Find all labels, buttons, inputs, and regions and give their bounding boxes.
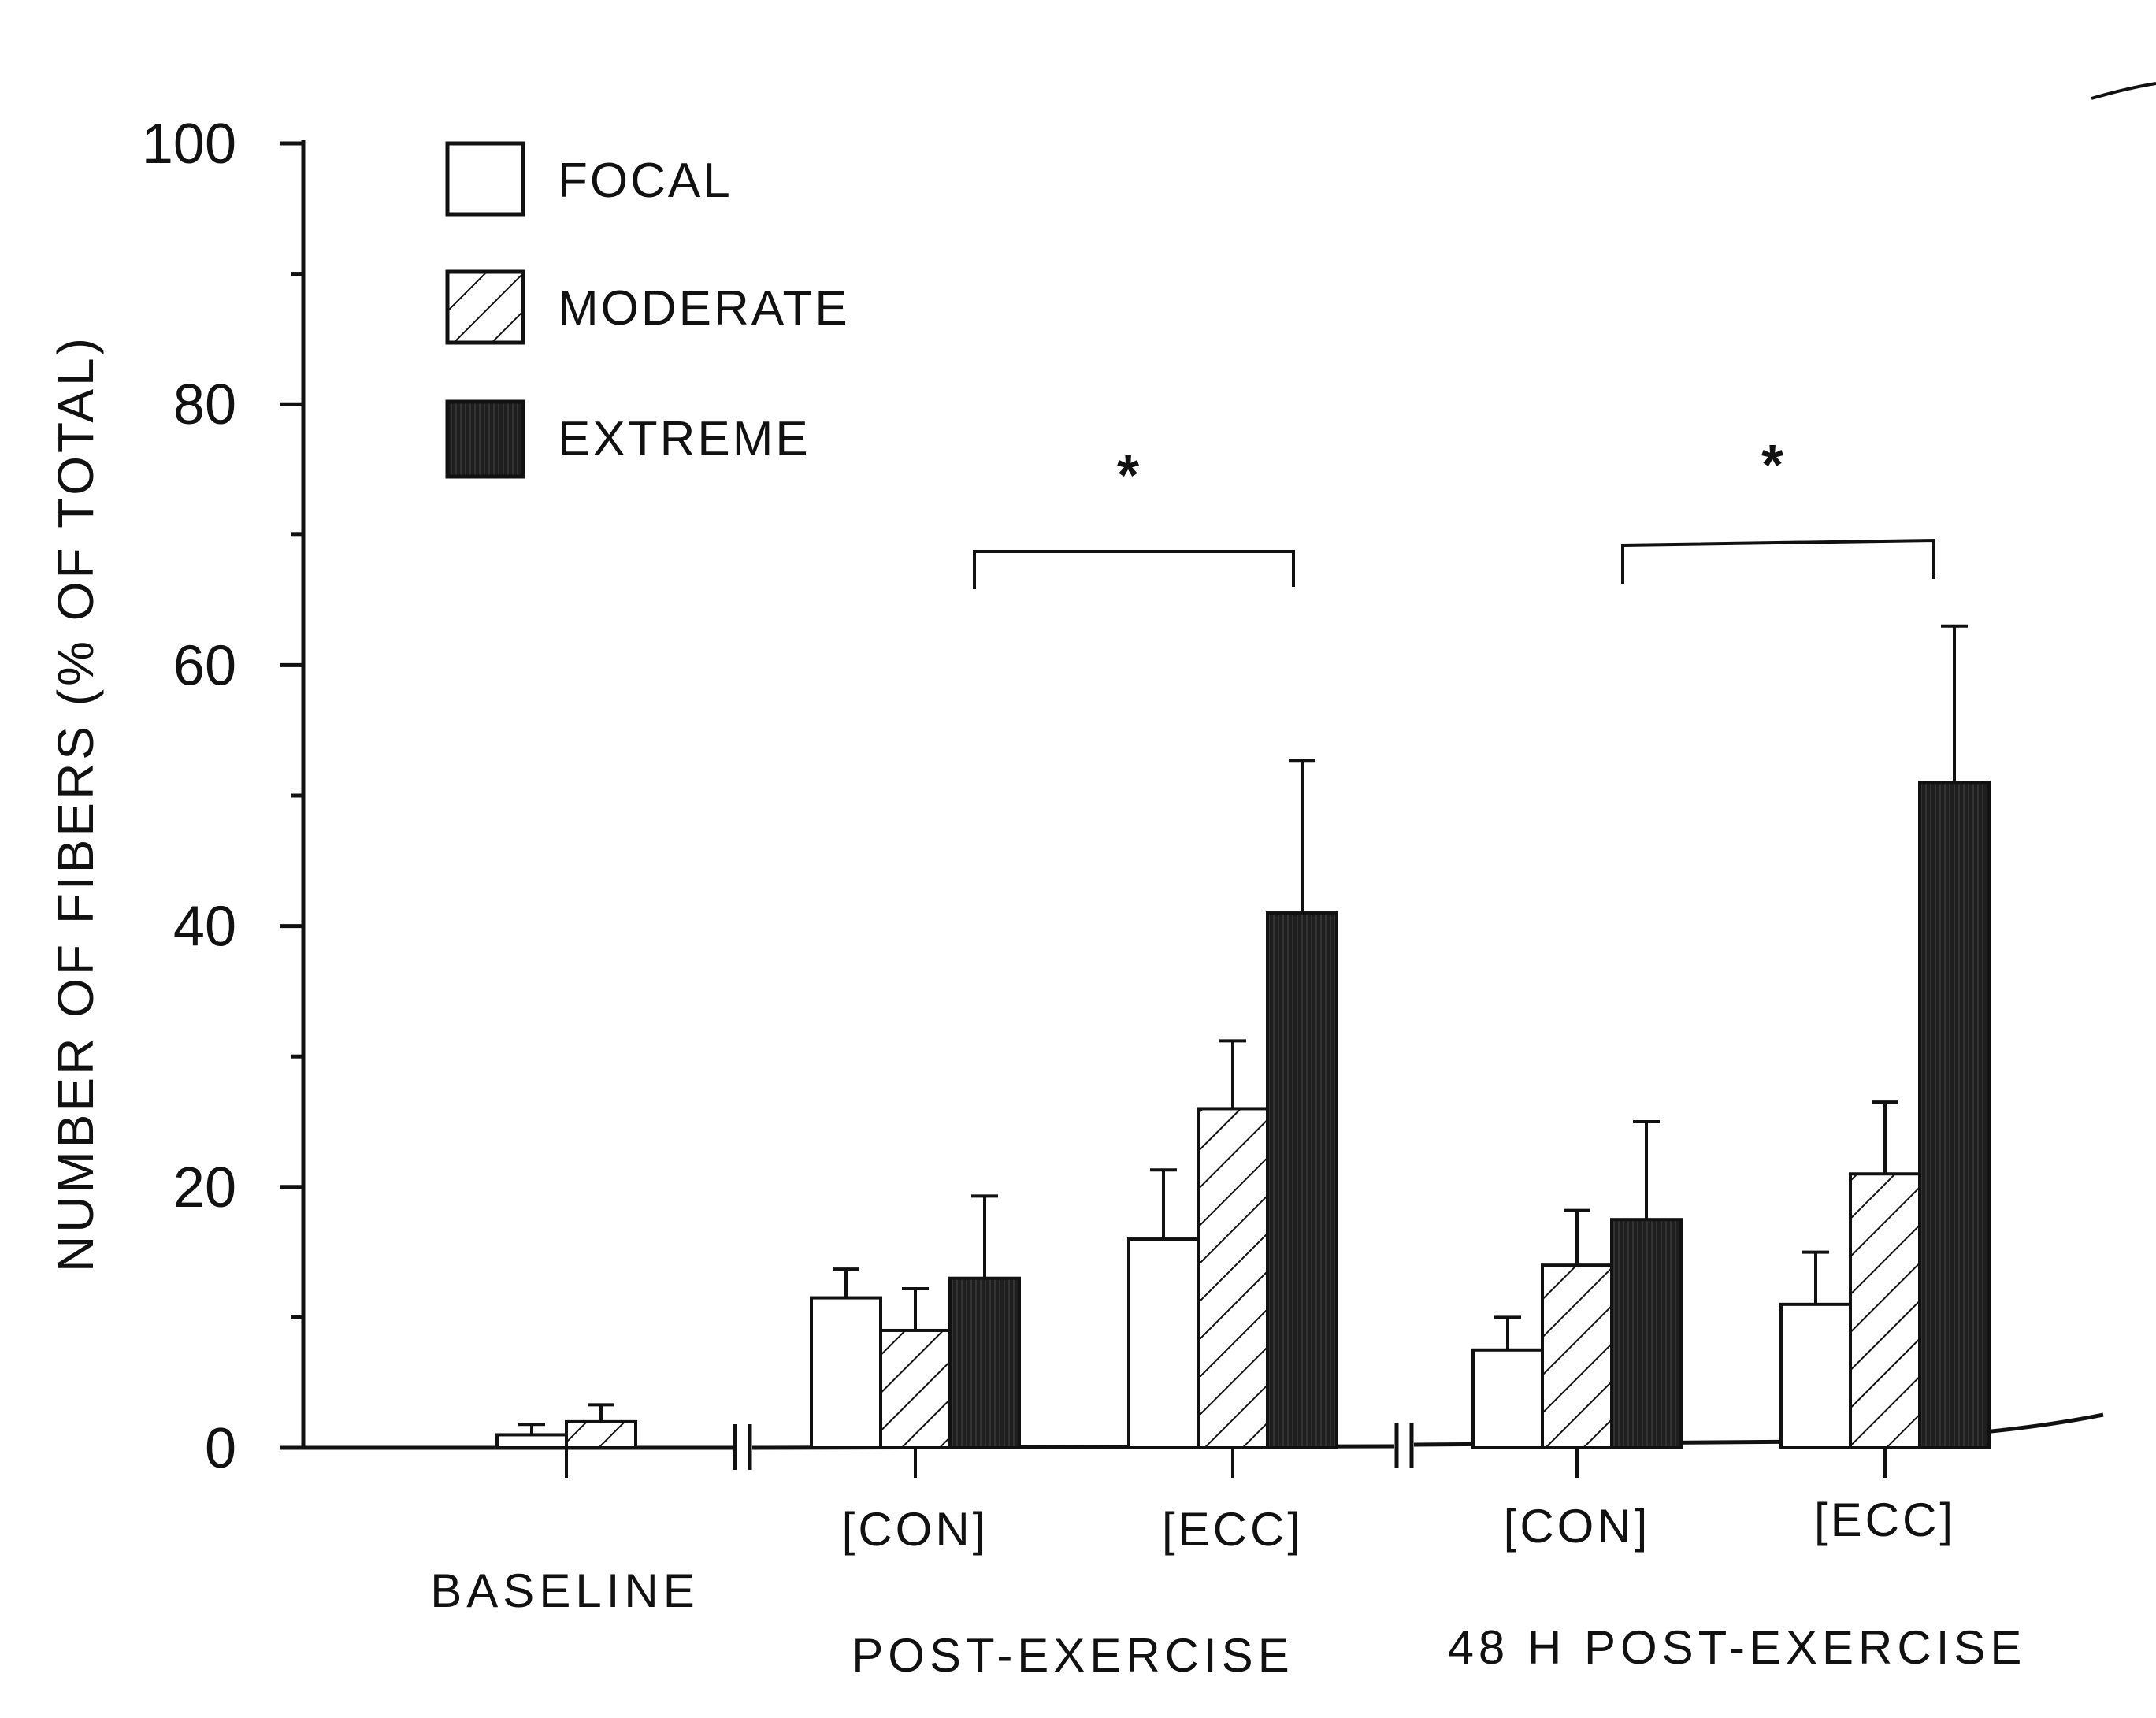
y-tick-label: 0 <box>205 1417 236 1480</box>
category-label: [ECC] <box>1814 1494 1956 1546</box>
significance-star-48h: * <box>1761 434 1783 497</box>
legend-label-extreme: EXTREME <box>558 412 811 466</box>
significance-bracket-48h <box>1621 538 1935 584</box>
bars <box>495 624 1991 1450</box>
y-tick-label: 60 <box>173 634 236 697</box>
bar-extreme <box>1266 911 1338 1450</box>
y-tick-label: 20 <box>173 1156 236 1219</box>
legend-label-moderate: MODERATE <box>558 281 850 336</box>
scan-mark <box>2091 82 2156 100</box>
bar-moderate <box>879 1328 952 1449</box>
group-label-post-exercise: POST-EXERCISE <box>852 1629 1293 1682</box>
significance-bracket-post <box>973 550 1295 589</box>
group-label-48h-post-exercise: 48 H POST-EXERCISE <box>1448 1621 2027 1674</box>
bar-focal <box>1779 1302 1852 1449</box>
bar-moderate <box>1197 1107 1269 1449</box>
significance-star-post: * <box>1117 444 1139 507</box>
bar-moderate <box>1849 1172 1921 1449</box>
y-tick-label: 40 <box>173 896 236 959</box>
y-axis-ticks: 0 20 40 60 80 100 <box>142 113 303 1480</box>
legend-swatch-focal <box>445 141 525 217</box>
y-tick-label: 100 <box>142 113 236 176</box>
y-tick-label: 80 <box>173 373 236 436</box>
legend: FOCAL MODERATE EXTREME <box>445 141 850 479</box>
bar-focal <box>1471 1348 1544 1450</box>
axis-break-1 <box>733 1424 752 1470</box>
bar-extreme <box>948 1276 1021 1449</box>
category-label: [CON] <box>842 1503 989 1556</box>
legend-swatch-extreme <box>445 399 525 479</box>
category-label: [CON] <box>1504 1500 1651 1553</box>
axis-break-2 <box>1394 1423 1414 1468</box>
category-label: [ECC] <box>1162 1503 1304 1556</box>
bar-moderate <box>1541 1263 1613 1450</box>
bar-focal <box>1127 1237 1200 1450</box>
legend-swatch-moderate <box>445 269 525 345</box>
bar-focal <box>810 1296 882 1450</box>
category-labels: [CON] [ECC] [CON] [ECC] <box>565 1446 1956 1556</box>
bar-extreme <box>1918 781 1991 1449</box>
legend-label-focal: FOCAL <box>558 154 733 208</box>
y-axis-label: NUMBER OF FIBERS (% OF TOTAL) <box>47 335 104 1272</box>
group-label-baseline: BASELINE <box>430 1564 699 1617</box>
bar-focal <box>495 1433 568 1449</box>
bar-extreme <box>1610 1218 1683 1449</box>
bar-moderate <box>565 1419 637 1450</box>
